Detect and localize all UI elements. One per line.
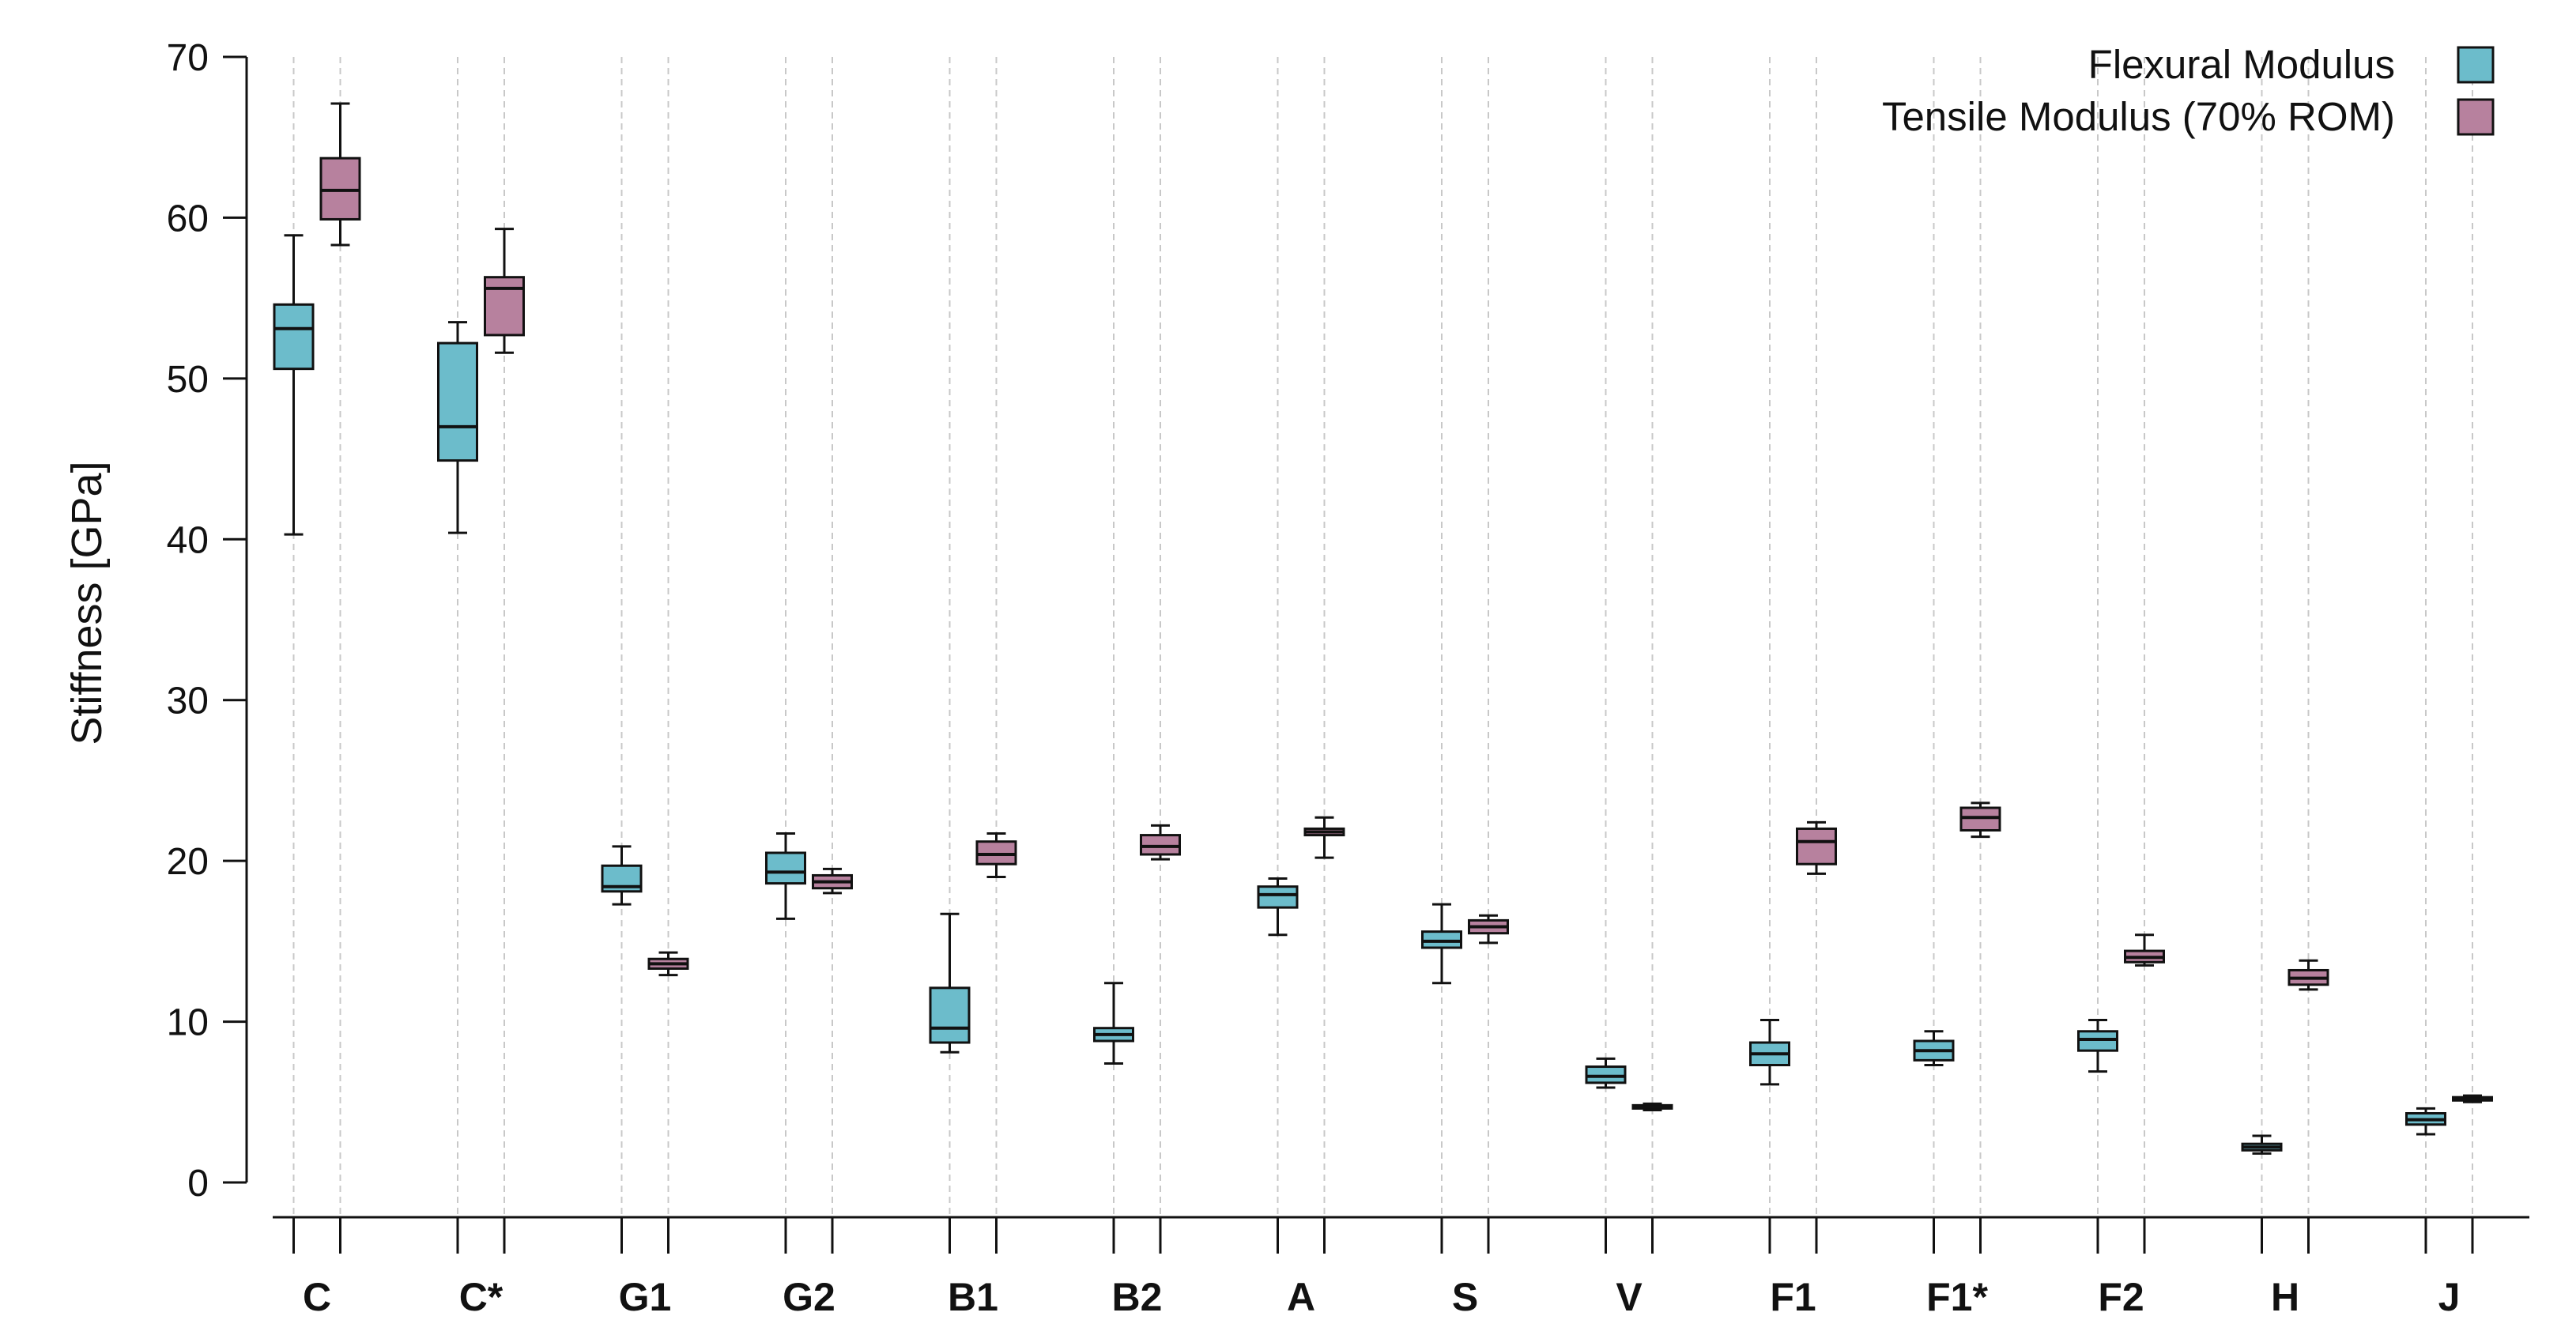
box-F1-series-2	[1796, 820, 1837, 875]
box-H-series-2	[2287, 959, 2329, 991]
x-tick-label-F1: F1	[1770, 1275, 1816, 1319]
legend-label-2: Tensile Modulus (70% ROM)	[1882, 94, 2395, 139]
x-tick-label-F1*: F1*	[1926, 1275, 1988, 1319]
box-A-series-2	[1303, 816, 1345, 859]
box-C-series-2	[319, 102, 361, 247]
box-J-series-2	[2452, 1094, 2493, 1103]
x-tick-label-V: V	[1616, 1275, 1643, 1319]
grid-layer	[292, 57, 2473, 1217]
box-C-series-1	[273, 234, 315, 536]
box-J-series-1	[2405, 1107, 2446, 1136]
box-G2-series-2	[812, 867, 853, 895]
x-tick-label-J: J	[2438, 1275, 2461, 1319]
x-tick-label-C: C	[303, 1275, 331, 1319]
x-tick-label-B1: B1	[948, 1275, 998, 1319]
y-tick-label-30: 30	[167, 681, 209, 722]
x-tick-label-C*: C*	[459, 1275, 504, 1319]
y-tick-label-40: 40	[167, 519, 209, 561]
legend-label-1: Flexural Modulus	[2088, 42, 2395, 87]
box-S-series-1	[1421, 903, 1462, 985]
y-tick-label-10: 10	[167, 1002, 209, 1044]
box-iqr	[437, 341, 478, 462]
box-iqr	[273, 303, 315, 371]
box-iqr	[1585, 1065, 1627, 1084]
box-iqr	[1421, 930, 1462, 949]
box-C*-series-1	[437, 321, 478, 534]
legend-swatch-1	[2457, 46, 2495, 84]
boxes-layer	[273, 102, 2493, 1155]
box-iqr	[484, 276, 525, 337]
box-F1*-series-1	[1913, 1030, 1955, 1066]
x-axis: C C* G1 G2 B1 B2 A S V F1 F1* F2 H J	[273, 1216, 2529, 1319]
box-H-series-1	[2241, 1134, 2283, 1155]
box-iqr	[1796, 827, 1837, 865]
box-G1-series-1	[601, 845, 643, 906]
box-B1-series-2	[975, 832, 1017, 878]
box-iqr	[929, 986, 971, 1044]
x-tick-label-H: H	[2271, 1275, 2299, 1319]
x-tick-label-A: A	[1287, 1275, 1315, 1319]
box-V-series-1	[1585, 1057, 1627, 1089]
box-iqr	[1257, 885, 1299, 909]
box-iqr	[319, 157, 361, 221]
y-tick-label-70: 70	[167, 37, 209, 79]
y-axis: 0 10 20 30 40 50 60 70	[167, 37, 248, 1205]
box-iqr	[1959, 806, 2001, 832]
box-B2-series-2	[1140, 824, 1181, 861]
y-tick-label-60: 60	[167, 198, 209, 239]
box-A-series-1	[1257, 877, 1299, 937]
box-iqr	[1140, 834, 1181, 856]
box-B2-series-1	[1093, 982, 1134, 1065]
box-iqr	[975, 840, 1017, 865]
legend: Flexural Modulus Tensile Modulus (70% ROM…	[1882, 42, 2495, 139]
x-tick-label-G2: G2	[783, 1275, 835, 1319]
box-iqr	[2077, 1030, 2118, 1052]
box-F1-series-1	[1749, 1019, 1790, 1086]
box-G2-series-1	[765, 832, 806, 920]
box-F1*-series-2	[1959, 801, 2001, 839]
y-axis-title: Stiffness [GPa]	[63, 461, 111, 745]
x-tick-label-B2: B2	[1112, 1275, 1163, 1319]
box-F2-series-1	[2077, 1019, 2118, 1073]
box-S-series-2	[1468, 914, 1509, 945]
box-C*-series-2	[484, 228, 525, 354]
legend-swatch-2	[2457, 98, 2495, 136]
box-F2-series-2	[2124, 933, 2165, 967]
x-tick-label-G1: G1	[619, 1275, 672, 1319]
x-tick-label-S: S	[1452, 1275, 1478, 1319]
box-V-series-2	[1631, 1102, 1673, 1111]
y-tick-label-0: 0	[187, 1163, 209, 1205]
box-iqr	[765, 851, 806, 885]
y-tick-label-50: 50	[167, 359, 209, 401]
y-tick-label-20: 20	[167, 841, 209, 883]
box-B1-series-1	[929, 912, 971, 1054]
box-G1-series-2	[647, 951, 689, 977]
x-tick-label-F2: F2	[2098, 1275, 2144, 1319]
